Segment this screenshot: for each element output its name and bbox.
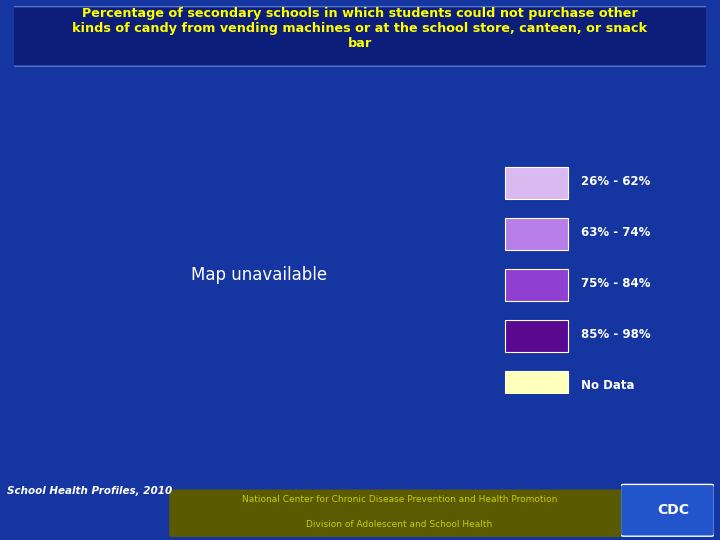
Bar xyxy=(505,167,568,199)
FancyBboxPatch shape xyxy=(169,489,626,537)
Text: CDC: CDC xyxy=(657,503,689,517)
Bar xyxy=(505,269,568,301)
Bar xyxy=(505,371,568,403)
Text: 85% - 98%: 85% - 98% xyxy=(581,328,651,341)
FancyBboxPatch shape xyxy=(4,6,716,66)
Text: Percentage of secondary schools in which students could not purchase other
kinds: Percentage of secondary schools in which… xyxy=(73,8,647,51)
Text: No Data: No Data xyxy=(581,379,634,392)
Bar xyxy=(505,320,568,352)
Text: National Center for Chronic Disease Prevention and Health Promotion: National Center for Chronic Disease Prev… xyxy=(242,495,557,504)
Text: School Health Profiles, 2010: School Health Profiles, 2010 xyxy=(7,487,173,496)
Text: 75% - 84%: 75% - 84% xyxy=(581,277,651,290)
Text: Map unavailable: Map unavailable xyxy=(191,266,328,285)
Text: 63% - 74%: 63% - 74% xyxy=(581,226,650,239)
FancyBboxPatch shape xyxy=(621,484,714,536)
Text: 26% - 62%: 26% - 62% xyxy=(581,175,650,188)
Bar xyxy=(505,218,568,249)
Text: Division of Adolescent and School Health: Division of Adolescent and School Health xyxy=(307,520,492,529)
